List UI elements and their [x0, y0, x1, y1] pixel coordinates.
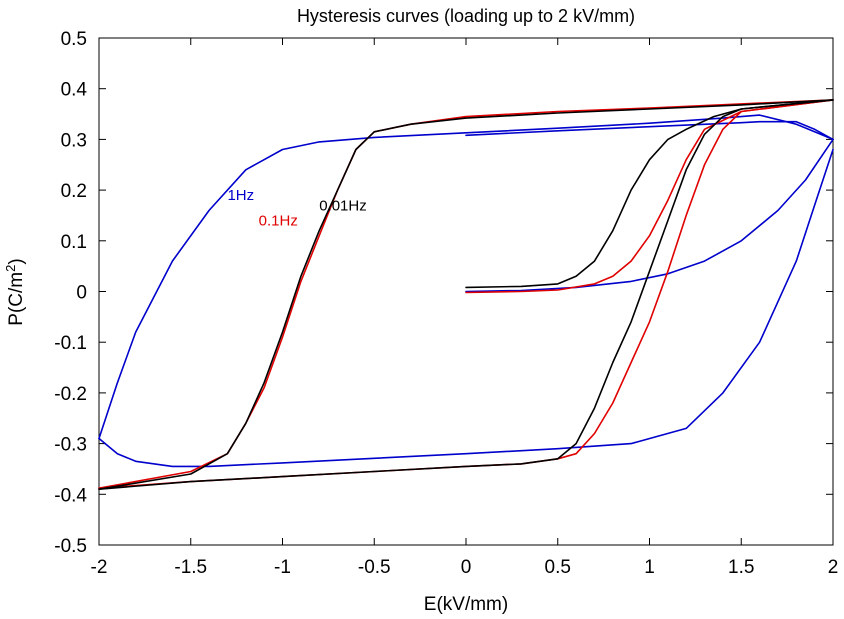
y-axis-title: P(C/m2) — [3, 258, 27, 325]
y-tick-label: 0.2 — [61, 181, 87, 202]
series-line-0-01hz — [98, 99, 834, 490]
x-tick-label: -1 — [274, 557, 291, 578]
series-line-1hz — [98, 148, 834, 468]
x-tick-label: -2 — [91, 557, 108, 578]
plot-area: 1Hz 0.1Hz 0.01Hz — [98, 37, 834, 546]
series-1hz — [98, 114, 834, 468]
y-tick-label: 0.4 — [61, 80, 88, 101]
y-axis-title-main: P(C/m — [6, 272, 27, 326]
y-axis-title-sup: 2 — [3, 265, 18, 272]
series-0-1hz — [98, 99, 834, 489]
series-line-0-1hz — [98, 99, 834, 489]
x-tick-label: 1 — [644, 557, 655, 578]
chart-title: Hysteresis curves (loading up to 2 kV/mm… — [297, 6, 635, 26]
y-tick-label: -0.2 — [54, 384, 87, 405]
series-group — [98, 99, 834, 490]
series-line-0-1hz — [98, 99, 834, 489]
y-tick-label: 0.5 — [61, 29, 87, 50]
series-line-1hz — [98, 114, 834, 440]
x-tick-label: -1.5 — [174, 557, 207, 578]
y-tick-label: -0.5 — [54, 536, 87, 557]
y-tick-label: -0.3 — [54, 435, 87, 456]
series-0-01hz — [98, 99, 834, 490]
series-label-0-1hz: 0.1Hz — [259, 213, 298, 230]
series-line-0-01hz — [465, 99, 834, 289]
x-tick-label: 1.5 — [728, 557, 754, 578]
series-line-1hz — [465, 120, 834, 141]
x-axis-title: E(kV/mm) — [424, 594, 508, 615]
x-tick-label: 0 — [461, 557, 472, 578]
x-tick-label: -0.5 — [358, 557, 391, 578]
y-tick-label: -0.4 — [54, 485, 87, 506]
series-line-1hz — [465, 138, 834, 293]
series-label-1hz: 1Hz — [227, 187, 254, 204]
series-labels: 1Hz 0.1Hz 0.01Hz — [227, 187, 366, 229]
y-tick-labels: -0.5 -0.4 -0.3 -0.2 -0.1 0 0.1 0.2 0.3 0.4 0.5 — [54, 29, 87, 557]
y-tick-label: 0 — [76, 283, 87, 304]
y-axis-title-close: ) — [6, 258, 27, 264]
x-tick-labels: -2 -1.5 -1 -0.5 0 0.5 1 1.5 2 — [91, 557, 839, 578]
axis-ticks — [98, 37, 834, 546]
series-line-0-1hz — [465, 99, 834, 294]
x-tick-label: 0.5 — [545, 557, 571, 578]
y-tick-label: 0.1 — [61, 232, 87, 253]
y-tick-label: 0.3 — [61, 130, 87, 151]
x-tick-label: 2 — [828, 557, 839, 578]
series-line-0-01hz — [98, 99, 834, 490]
series-label-0-01hz: 0.01Hz — [319, 197, 367, 214]
y-tick-label: -0.1 — [54, 333, 87, 354]
